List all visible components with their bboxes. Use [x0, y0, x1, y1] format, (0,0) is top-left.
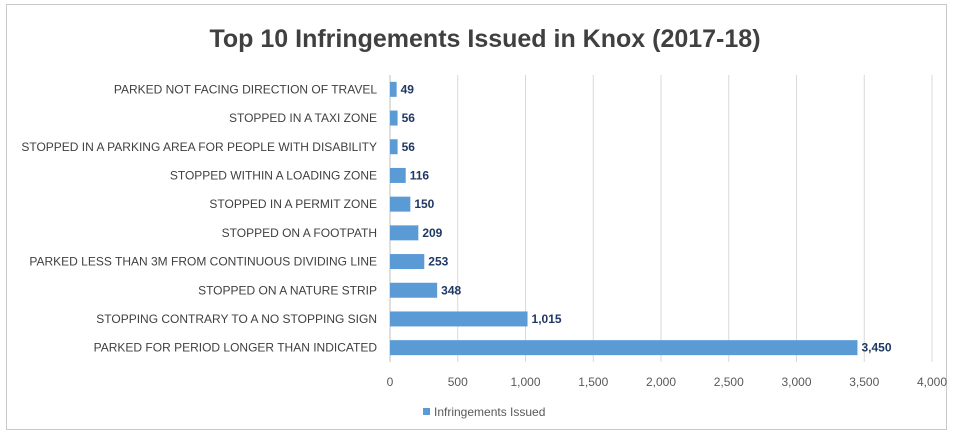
- category-label: PARKED NOT FACING DIRECTION OF TRAVEL: [114, 82, 377, 96]
- category-label: STOPPED IN A TAXI ZONE: [229, 111, 377, 125]
- bar: [390, 311, 528, 327]
- chart-frame: [6, 4, 947, 430]
- x-tick-label: 1,000: [510, 375, 540, 389]
- legend-swatch: [423, 408, 430, 415]
- category-label: STOPPING CONTRARY TO A NO STOPPING SIGN: [96, 312, 377, 326]
- data-label: 209: [422, 226, 442, 240]
- category-label: STOPPED IN A PERMIT ZONE: [209, 197, 377, 211]
- data-label: 150: [414, 197, 434, 211]
- data-label: 253: [428, 255, 448, 269]
- x-tick-label: 3,000: [781, 375, 811, 389]
- chart-title: Top 10 Infringements Issued in Knox (201…: [209, 25, 760, 53]
- x-tick-label: 1,500: [578, 375, 608, 389]
- category-label: STOPPED IN A PARKING AREA FOR PEOPLE WIT…: [21, 140, 377, 154]
- x-tick-label: 2,000: [646, 375, 676, 389]
- bars: [390, 81, 858, 356]
- data-label: 1,015: [532, 312, 562, 326]
- x-tick-label: 3,500: [849, 375, 879, 389]
- data-label: 116: [410, 168, 430, 182]
- data-label: 56: [402, 111, 416, 125]
- category-label: STOPPED ON A NATURE STRIP: [198, 283, 377, 297]
- x-tick-label: 2,500: [714, 375, 744, 389]
- bar: [390, 196, 411, 212]
- data-label: 348: [441, 283, 461, 297]
- x-tick-label: 4,000: [917, 375, 947, 389]
- data-label: 3,450: [861, 341, 891, 355]
- data-label: 56: [402, 140, 416, 154]
- category-label: PARKED FOR PERIOD LONGER THAN INDICATED: [94, 341, 378, 355]
- bar: [390, 282, 438, 298]
- category-label: STOPPED WITHIN A LOADING ZONE: [170, 168, 377, 182]
- category-label: STOPPED ON A FOOTPATH: [222, 226, 377, 240]
- bar: [390, 139, 398, 155]
- x-tick-label: 500: [448, 375, 468, 389]
- legend-label: Infringements Issued: [434, 405, 545, 419]
- bar: [390, 110, 398, 126]
- data-label: 49: [401, 82, 415, 96]
- x-tick-label: 0: [387, 375, 394, 389]
- category-label: PARKED LESS THAN 3M FROM CONTINUOUS DIVI…: [29, 255, 377, 269]
- data-labels: 49 56 56 116 150 209 253 348 1,015 3,450: [401, 82, 892, 354]
- x-axis-ticks: 0 500 1,000 1,500 2,000 2,500 3,000 3,500 4,000: [387, 375, 948, 389]
- category-labels: PARKED NOT FACING DIRECTION OF TRAVEL STO…: [21, 82, 377, 354]
- legend: Infringements Issued: [423, 405, 545, 419]
- bar: [390, 225, 419, 241]
- bar: [390, 81, 397, 97]
- bar: [390, 340, 858, 356]
- bar: [390, 254, 425, 270]
- bar: [390, 167, 406, 183]
